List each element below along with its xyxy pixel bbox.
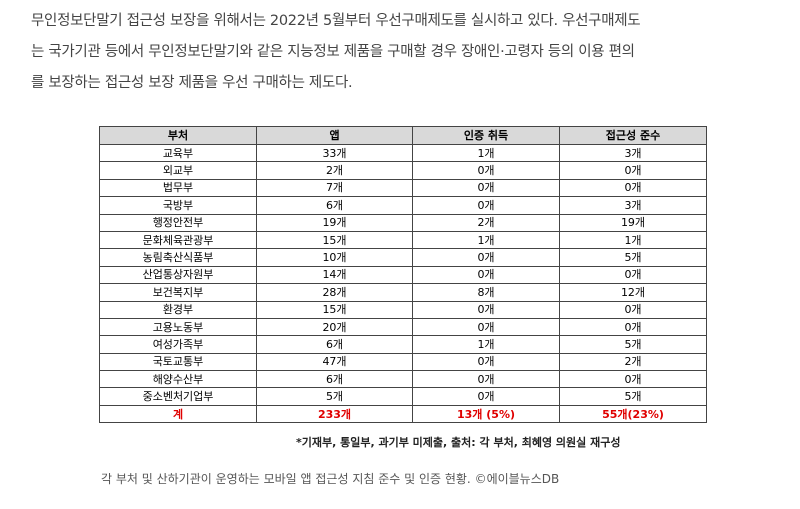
- table-row: 고용노동부 20개 0개 0개: [99, 317, 707, 337]
- article-paragraph: 무인정보단말기 접근성 보장을 위해서는 2022년 5월부터 우선구매제도를 …: [31, 6, 771, 99]
- certified-cell: 0개: [412, 265, 560, 285]
- certified-cell: 1개: [412, 335, 560, 354]
- total-certified: 13개 (5%): [412, 404, 560, 424]
- apps-cell: 28개: [256, 283, 413, 302]
- ministry-cell: 교육부: [99, 143, 257, 163]
- ministry-cell: 산업통상자원부: [99, 265, 257, 285]
- apps-cell: 15개: [256, 230, 413, 250]
- table-row: 해양수산부 6개 0개 0개: [99, 370, 707, 389]
- image-caption: 각 부처 및 산하기관이 운영하는 모바일 앱 접근성 지침 준수 및 인증 현…: [101, 472, 560, 486]
- table-row: 국토교통부 47개 0개 2개: [99, 352, 707, 372]
- table-row: 여성가족부 6개 1개 5개: [99, 335, 707, 354]
- certified-cell: 0개: [412, 178, 560, 198]
- certified-cell: 2개: [412, 213, 560, 232]
- apps-cell: 20개: [256, 317, 413, 337]
- header-certified: 인증 취득: [412, 126, 560, 145]
- paragraph-line-2: 는 국가기관 등에서 무인정보단말기와 같은 지능정보 제품을 구매할 경우 장…: [31, 44, 635, 60]
- table-row: 보건복지부 28개 8개 12개: [99, 283, 707, 302]
- table-row: 중소벤처기업부 5개 0개 5개: [99, 387, 707, 406]
- apps-cell: 5개: [256, 387, 413, 406]
- ministry-cell: 환경부: [99, 300, 257, 319]
- compliant-cell: 5개: [559, 387, 707, 406]
- apps-cell: 10개: [256, 248, 413, 267]
- header-ministry: 부처: [99, 126, 257, 145]
- table-header-row: 부처 앱 인증 취득 접근성 준수: [99, 126, 707, 145]
- ministry-cell: 국방부: [99, 196, 257, 215]
- certified-cell: 1개: [412, 230, 560, 250]
- total-apps: 233개: [256, 404, 413, 424]
- apps-cell: 2개: [256, 161, 413, 180]
- apps-cell: 47개: [256, 352, 413, 372]
- apps-cell: 19개: [256, 213, 413, 232]
- compliant-cell: 0개: [559, 317, 707, 337]
- ministry-cell: 중소벤처기업부: [99, 387, 257, 406]
- paragraph-line-1: 무인정보단말기 접근성 보장을 위해서는 2022년 5월부터 우선구매제도를 …: [31, 13, 641, 29]
- total-label: 계: [99, 404, 257, 424]
- table-total-row: 계 233개 13개 (5%) 55개(23%): [99, 404, 707, 424]
- compliant-cell: 0개: [559, 300, 707, 319]
- compliant-cell: 0개: [559, 265, 707, 285]
- compliant-cell: 2개: [559, 352, 707, 372]
- ministry-cell: 국토교통부: [99, 352, 257, 372]
- compliant-cell: 3개: [559, 196, 707, 215]
- apps-cell: 7개: [256, 178, 413, 198]
- apps-cell: 6개: [256, 370, 413, 389]
- ministry-cell: 행정안전부: [99, 213, 257, 232]
- ministry-cell: 법무부: [99, 178, 257, 198]
- apps-cell: 6개: [256, 196, 413, 215]
- table-row: 교육부 33개 1개 3개: [99, 143, 707, 163]
- table-source-note: *기재부, 통일부, 과기부 미제출, 출처: 각 부처, 최혜영 의원실 재구…: [296, 436, 621, 449]
- table-row: 농림축산식품부 10개 0개 5개: [99, 248, 707, 267]
- compliant-cell: 0개: [559, 161, 707, 180]
- ministry-cell: 여성가족부: [99, 335, 257, 354]
- certified-cell: 0개: [412, 248, 560, 267]
- compliant-cell: 1개: [559, 230, 707, 250]
- certified-cell: 0개: [412, 370, 560, 389]
- accessibility-table: 부처 앱 인증 취득 접근성 준수 교육부 33개 1개 3개 외교부 2개 0개 0개 법무부…: [99, 126, 707, 424]
- certified-cell: 0개: [412, 300, 560, 319]
- header-apps: 앱: [256, 126, 413, 145]
- compliant-cell: 5개: [559, 248, 707, 267]
- certified-cell: 0개: [412, 387, 560, 406]
- accessibility-table-image: 부처 앱 인증 취득 접근성 준수 교육부 33개 1개 3개 외교부 2개 0개 0개 법무부…: [99, 126, 707, 424]
- certified-cell: 1개: [412, 143, 560, 163]
- certified-cell: 0개: [412, 161, 560, 180]
- table-row: 문화체육관광부 15개 1개 1개: [99, 230, 707, 250]
- compliant-cell: 0개: [559, 178, 707, 198]
- apps-cell: 14개: [256, 265, 413, 285]
- certified-cell: 0개: [412, 196, 560, 215]
- total-compliant: 55개(23%): [559, 404, 707, 424]
- compliant-cell: 0개: [559, 370, 707, 389]
- ministry-cell: 외교부: [99, 161, 257, 180]
- table-row: 행정안전부 19개 2개 19개: [99, 213, 707, 232]
- certified-cell: 0개: [412, 317, 560, 337]
- ministry-cell: 고용노동부: [99, 317, 257, 337]
- apps-cell: 33개: [256, 143, 413, 163]
- ministry-cell: 문화체육관광부: [99, 230, 257, 250]
- header-compliant: 접근성 준수: [559, 126, 707, 145]
- compliant-cell: 12개: [559, 283, 707, 302]
- ministry-cell: 보건복지부: [99, 283, 257, 302]
- certified-cell: 8개: [412, 283, 560, 302]
- ministry-cell: 해양수산부: [99, 370, 257, 389]
- ministry-cell: 농림축산식품부: [99, 248, 257, 267]
- paragraph-line-3: 를 보장하는 접근성 보장 제품을 우선 구매하는 제도다.: [31, 75, 353, 91]
- table-row: 환경부 15개 0개 0개: [99, 300, 707, 319]
- table-row: 국방부 6개 0개 3개: [99, 196, 707, 215]
- certified-cell: 0개: [412, 352, 560, 372]
- table-row: 외교부 2개 0개 0개: [99, 161, 707, 180]
- apps-cell: 15개: [256, 300, 413, 319]
- table-row: 산업통상자원부 14개 0개 0개: [99, 265, 707, 285]
- table-row: 법무부 7개 0개 0개: [99, 178, 707, 198]
- compliant-cell: 3개: [559, 143, 707, 163]
- apps-cell: 6개: [256, 335, 413, 354]
- compliant-cell: 19개: [559, 213, 707, 232]
- compliant-cell: 5개: [559, 335, 707, 354]
